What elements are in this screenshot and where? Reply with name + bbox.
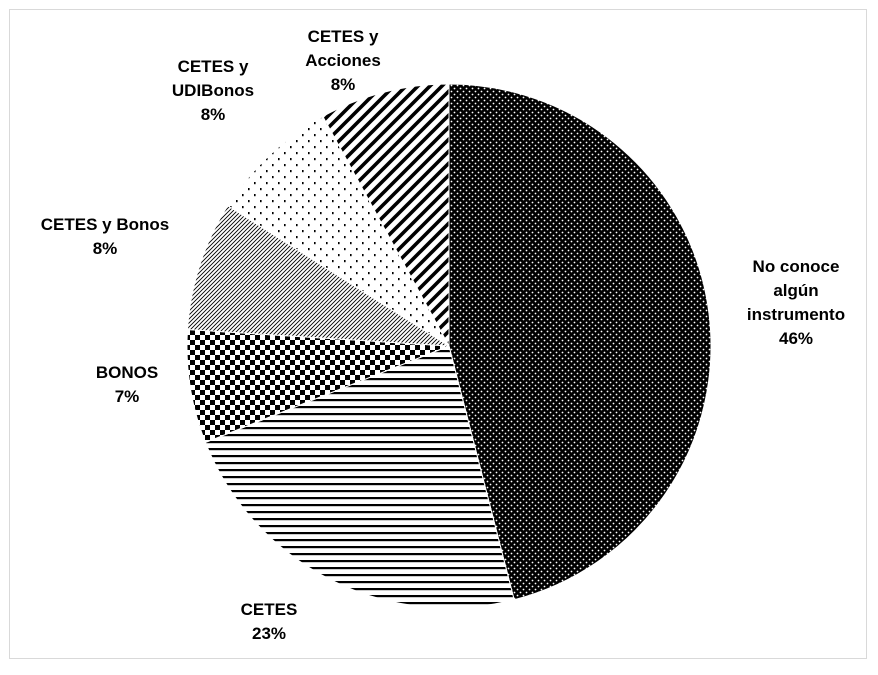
slice-name-label: CETES y <box>308 27 379 46</box>
pie-slice <box>448 83 712 601</box>
pie-labels: No conoce algún instrumento 46% CETES 23% BONO… <box>41 27 845 643</box>
slice-label: CETES y Bonos 8% <box>41 215 169 258</box>
pie-slice <box>186 329 450 444</box>
slice-name-label: CETES y Bonos <box>41 215 169 234</box>
slice-label: CETES y UDIBonos 8% <box>172 57 254 124</box>
slice-name-label: No conoce <box>753 257 840 276</box>
slice-percent-label: 23% <box>252 624 286 643</box>
slice-percent-label: 46% <box>779 329 813 348</box>
pie-slice <box>186 204 450 347</box>
pie-slice <box>204 345 515 609</box>
slice-name-label: BONOS <box>96 363 158 382</box>
pie-slice <box>227 115 450 347</box>
slice-name-label: CETES <box>241 600 298 619</box>
pie-slices <box>186 83 712 609</box>
slice-percent-label: 8% <box>201 105 226 124</box>
slice-name-label: Acciones <box>305 51 381 70</box>
slice-label: BONOS 7% <box>96 363 158 406</box>
slice-name-label: algún <box>773 281 818 300</box>
slice-label: No conoce algún instrumento 46% <box>747 257 845 348</box>
slice-percent-label: 8% <box>331 75 356 94</box>
slice-label: CETES 23% <box>241 600 298 643</box>
slice-name-label: CETES y <box>178 57 249 76</box>
slice-name-label: UDIBonos <box>172 81 254 100</box>
slice-name-label: instrumento <box>747 305 845 324</box>
pie-slice <box>322 83 450 347</box>
slice-percent-label: 8% <box>93 239 118 258</box>
slice-label: CETES y Acciones 8% <box>305 27 381 94</box>
slice-percent-label: 7% <box>115 387 140 406</box>
